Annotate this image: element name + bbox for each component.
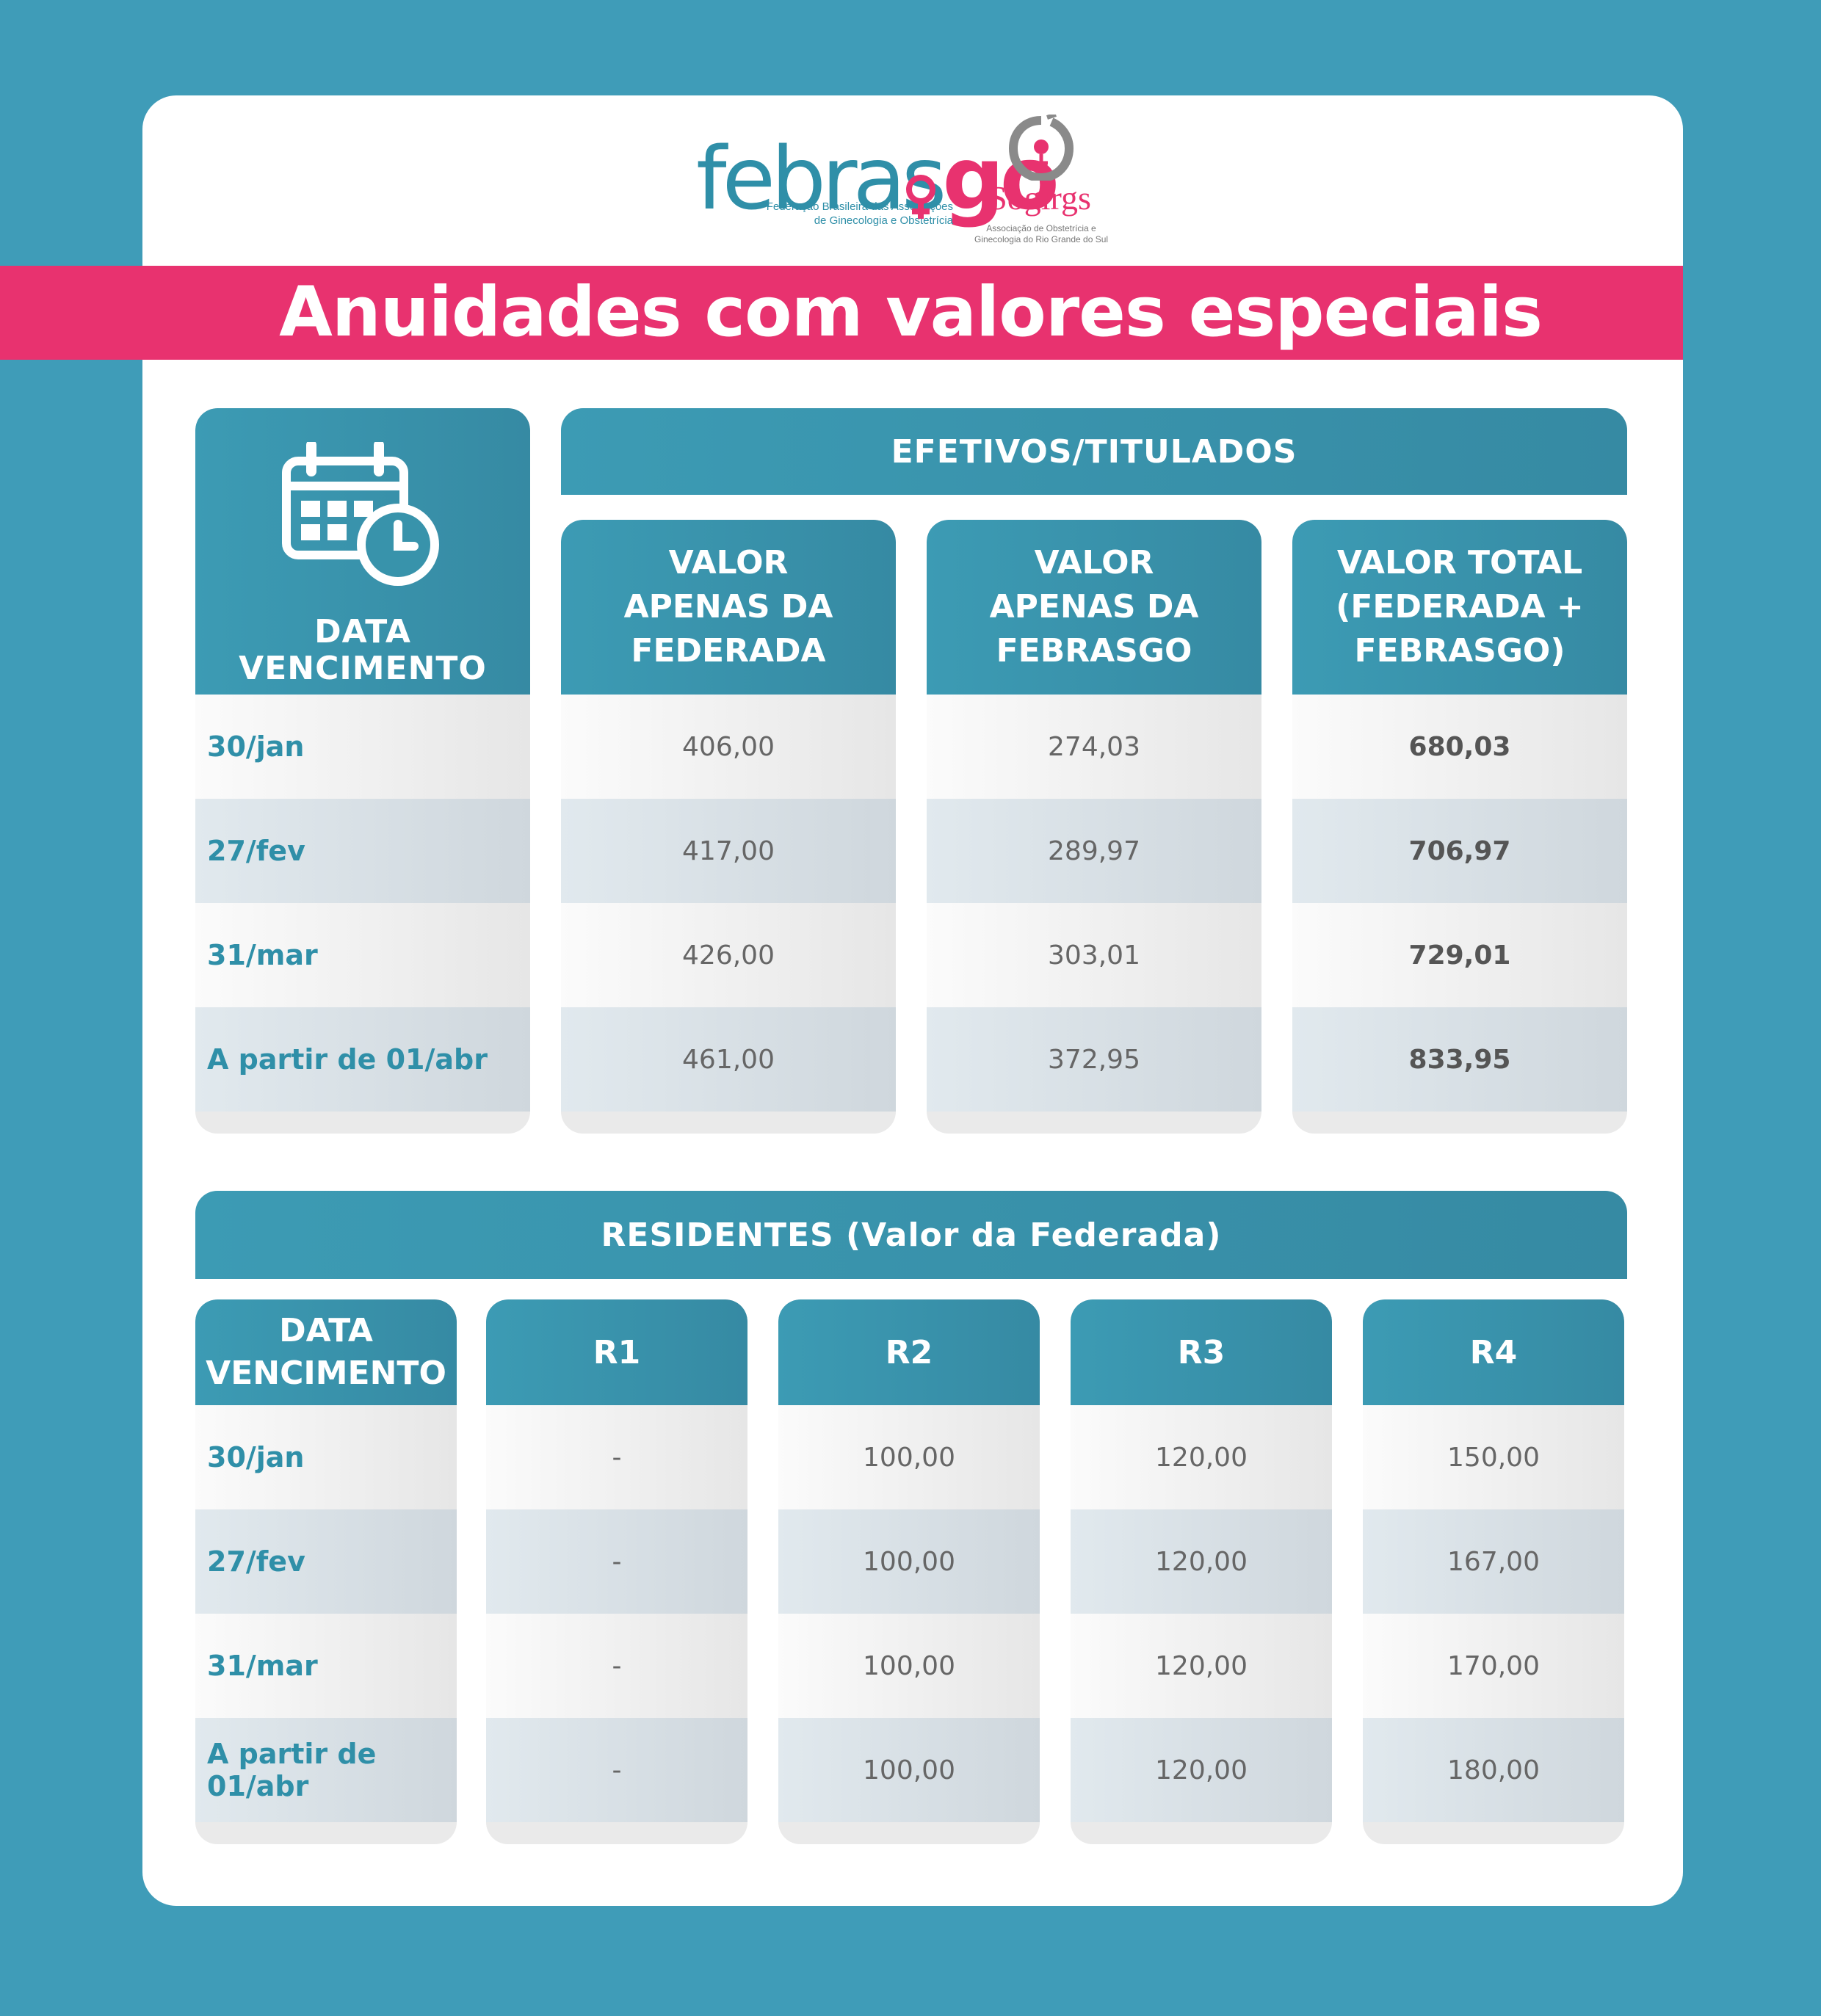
table-cell: 180,00 <box>1363 1718 1624 1822</box>
column-r4: R4 150,00 167,00 170,00 180,00 <box>1363 1299 1624 1844</box>
table-cell: - <box>486 1614 747 1718</box>
table-cell-total: 706,97 <box>1292 799 1627 903</box>
table-cell: 170,00 <box>1363 1614 1624 1718</box>
sogirgs-subtitle: Associação de Obstetrícia e Ginecologia … <box>974 223 1109 244</box>
venus-icon <box>906 175 935 219</box>
column-header-total: VALOR TOTAL (FEDERADA + FEBRASGO) <box>1292 520 1627 695</box>
column-header-r4: R4 <box>1363 1299 1624 1405</box>
column-r1: R1 - - - - <box>486 1299 747 1844</box>
column-total: VALOR TOTAL (FEDERADA + FEBRASGO) 680,03… <box>1292 520 1627 1134</box>
column-r3: R3 120,00 120,00 120,00 120,00 <box>1071 1299 1332 1844</box>
title-banner <box>0 266 1683 360</box>
sogirgs-emblem-icon <box>1008 115 1074 181</box>
efetivos-date-header: DATA VENCIMENTO <box>195 408 530 695</box>
table-cell: 120,00 <box>1071 1509 1332 1614</box>
table-cell: 426,00 <box>561 903 896 1007</box>
sogirgs-logo-text: Sogirgs <box>988 179 1091 217</box>
table-cell: 100,00 <box>778 1405 1040 1509</box>
table-row-date: A partir de 01/abr <box>195 1007 530 1112</box>
table-row-date: A partir de 01/abr <box>195 1718 457 1822</box>
table-cell: 417,00 <box>561 799 896 903</box>
column-febrasgo: VALOR APENAS DA FEBRASGO 274,03 289,97 3… <box>927 520 1261 1134</box>
table-row-date: 30/jan <box>195 695 530 799</box>
calendar-clock-icon <box>282 442 439 586</box>
table-row-date: 27/fev <box>195 799 530 903</box>
column-header-febrasgo: VALOR APENAS DA FEBRASGO <box>927 520 1261 695</box>
table-cell: 167,00 <box>1363 1509 1624 1614</box>
table-cell: 120,00 <box>1071 1718 1332 1822</box>
table-cell: 120,00 <box>1071 1614 1332 1718</box>
table-cell: 303,01 <box>927 903 1261 1007</box>
table-cell-total: 833,95 <box>1292 1007 1627 1112</box>
column-header-federada: VALOR APENAS DA FEDERADA <box>561 520 896 695</box>
table-cell: 150,00 <box>1363 1405 1624 1509</box>
column-federada: VALOR APENAS DA FEDERADA 406,00 417,00 4… <box>561 520 896 1134</box>
table-cell: 100,00 <box>778 1509 1040 1614</box>
table-row-date: 27/fev <box>195 1509 457 1614</box>
table-cell: 100,00 <box>778 1614 1040 1718</box>
residentes-date-header: DATA VENCIMENTO <box>195 1299 457 1405</box>
efetivos-group-header: EFETIVOS/TITULADOS <box>561 408 1627 495</box>
table-cell-total: 729,01 <box>1292 903 1627 1007</box>
table-cell: 274,03 <box>927 695 1261 799</box>
table-cell: - <box>486 1405 747 1509</box>
page-title: Anuidades com valores especiais <box>279 272 1543 352</box>
table-cell-total: 680,03 <box>1292 695 1627 799</box>
column-header-r1: R1 <box>486 1299 747 1405</box>
column-r2: R2 100,00 100,00 100,00 100,00 <box>778 1299 1040 1844</box>
residentes-date-column: DATA VENCIMENTO 30/jan 27/fev 31/mar A p… <box>195 1299 457 1844</box>
date-header-label: DATA VENCIMENTO <box>239 613 487 687</box>
table-cell: 289,97 <box>927 799 1261 903</box>
logo-area: febrasgo Federação Brasileira das Associ… <box>0 0 1821 264</box>
febrasgo-logo-text: febras <box>696 128 946 229</box>
table-row-date: 31/mar <box>195 903 530 1007</box>
column-header-r3: R3 <box>1071 1299 1332 1405</box>
table-cell: 100,00 <box>778 1718 1040 1822</box>
table-cell: 406,00 <box>561 695 896 799</box>
table-cell: - <box>486 1509 747 1614</box>
residentes-group-header: RESIDENTES (Valor da Federada) <box>195 1191 1627 1279</box>
column-header-r2: R2 <box>778 1299 1040 1405</box>
table-cell: - <box>486 1718 747 1822</box>
table-cell: 120,00 <box>1071 1405 1332 1509</box>
table-cell: 461,00 <box>561 1007 896 1112</box>
table-row-date: 30/jan <box>195 1405 457 1509</box>
efetivos-date-column: DATA VENCIMENTO 30/jan 27/fev 31/mar A p… <box>195 408 530 1134</box>
table-cell: 372,95 <box>927 1007 1261 1112</box>
table-row-date: 31/mar <box>195 1614 457 1718</box>
